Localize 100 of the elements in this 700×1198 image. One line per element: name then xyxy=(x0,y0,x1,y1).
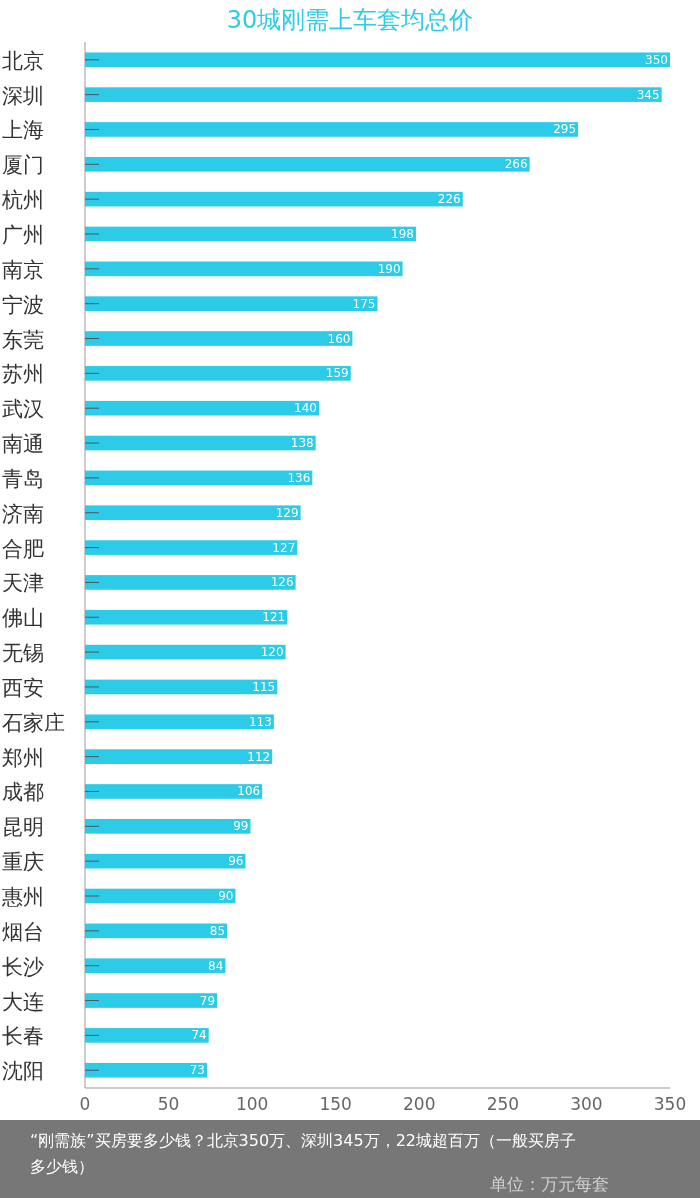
y-tick-label: 苏州 xyxy=(2,362,44,387)
data-label: 136 xyxy=(287,470,311,485)
y-tick-label: 无锡 xyxy=(2,641,44,666)
y-tick-label: 北京 xyxy=(2,48,44,73)
data-label: 295 xyxy=(553,122,577,137)
x-tick-label: 250 xyxy=(486,1094,520,1114)
data-label: 106 xyxy=(237,784,261,799)
data-label: 84 xyxy=(208,958,224,973)
x-tick-label: 100 xyxy=(235,1094,269,1114)
y-tick-label: 南通 xyxy=(2,432,44,457)
y-tick-label: 西安 xyxy=(2,675,44,700)
y-tick-label: 长沙 xyxy=(2,954,44,979)
bar xyxy=(85,575,296,590)
bar xyxy=(85,644,286,660)
y-tick-label: 重庆 xyxy=(2,850,44,875)
data-label: 138 xyxy=(290,436,314,451)
bar xyxy=(85,435,316,451)
y-tick-label: 佛山 xyxy=(2,606,44,631)
data-label: 266 xyxy=(504,157,528,172)
bar xyxy=(85,226,416,242)
text: 单位：万元每套 xyxy=(490,1174,609,1194)
x-tick-label: 50 xyxy=(157,1094,180,1114)
x-tick-label: 200 xyxy=(403,1094,436,1114)
bar xyxy=(85,993,218,1008)
y-tick-label: 郑州 xyxy=(2,745,44,770)
x-tick-label: 0 xyxy=(79,1094,91,1114)
y-tick-label: 东莞 xyxy=(2,327,44,352)
bar xyxy=(85,400,319,416)
text: “刚需族”买房要多少钱？北京350万、深圳345万，22城超百万（一般买房子多少钱） xyxy=(30,1131,577,1176)
y-tick-label: 合肥 xyxy=(2,536,44,561)
y-tick-label: 上海 xyxy=(2,118,44,143)
data-label: 198 xyxy=(391,226,414,241)
data-label: 345 xyxy=(636,87,660,102)
y-tick-label: 烟台 xyxy=(2,919,44,944)
data-label: 79 xyxy=(199,993,216,1008)
data-label: 159 xyxy=(325,366,349,381)
bar xyxy=(85,191,463,207)
bar xyxy=(85,296,378,311)
bar xyxy=(85,156,530,172)
y-tick-label: 惠州 xyxy=(1,885,44,910)
data-label: 99 xyxy=(233,819,249,834)
data-label: 74 xyxy=(191,1028,207,1043)
data-label: 127 xyxy=(272,540,296,555)
data-label: 140 xyxy=(294,401,317,416)
data-label: 160 xyxy=(327,331,351,346)
y-tick-label: 成都 xyxy=(2,780,44,805)
y-tick-label: 长春 xyxy=(2,1024,44,1049)
y-tick-label: 济南 xyxy=(2,501,44,526)
data-label: 126 xyxy=(270,575,294,590)
y-tick-label: 沈阳 xyxy=(2,1059,44,1084)
data-label: 96 xyxy=(228,854,244,869)
bar xyxy=(85,749,273,764)
y-tick-label: 武汉 xyxy=(2,397,44,422)
y-tick-label: 厦门 xyxy=(2,153,44,178)
bar xyxy=(85,679,278,695)
x-tick-label: 150 xyxy=(319,1094,352,1114)
data-label: 73 xyxy=(189,1063,206,1078)
chart-title: 30城刚需上车套均总价 xyxy=(226,6,474,34)
y-tick-label: 大连 xyxy=(2,989,44,1014)
bar xyxy=(85,714,274,730)
bar xyxy=(85,52,670,68)
bar xyxy=(85,122,579,137)
bar xyxy=(85,87,662,102)
bar xyxy=(85,261,403,277)
data-label: 120 xyxy=(260,645,284,660)
y-tick-label: 杭州 xyxy=(1,188,44,213)
bar xyxy=(85,853,246,869)
bar xyxy=(85,505,301,521)
data-label: 115 xyxy=(252,679,276,694)
x-tick-label: 350 xyxy=(653,1094,687,1114)
bar xyxy=(85,609,288,625)
x-tick-label: 300 xyxy=(570,1094,603,1114)
bar xyxy=(85,331,353,346)
data-label: 112 xyxy=(247,749,271,764)
data-label: 175 xyxy=(352,296,376,311)
bar xyxy=(85,540,298,555)
bar xyxy=(85,784,263,799)
data-label: 90 xyxy=(218,889,234,904)
bar xyxy=(85,888,236,904)
data-label: 121 xyxy=(262,610,286,625)
bar xyxy=(85,819,251,834)
y-tick-label: 深圳 xyxy=(2,83,44,108)
bar xyxy=(85,1028,209,1043)
y-tick-label: 南京 xyxy=(2,257,44,282)
y-tick-label: 天津 xyxy=(2,571,44,596)
data-label: 129 xyxy=(275,505,299,520)
y-tick-label: 青岛 xyxy=(2,466,44,491)
data-label: 350 xyxy=(645,52,668,67)
bar xyxy=(85,366,351,381)
data-label: 85 xyxy=(209,923,226,938)
y-tick-label: 石家庄 xyxy=(2,710,65,735)
y-tick-label: 昆明 xyxy=(2,815,44,840)
y-tick-label: 广州 xyxy=(2,222,44,247)
bar xyxy=(85,958,226,974)
bar xyxy=(85,1062,208,1078)
data-label: 113 xyxy=(248,714,272,729)
data-label: 226 xyxy=(437,192,461,207)
y-tick-label: 宁波 xyxy=(2,292,44,317)
bar xyxy=(85,470,313,486)
data-label: 190 xyxy=(377,261,401,276)
